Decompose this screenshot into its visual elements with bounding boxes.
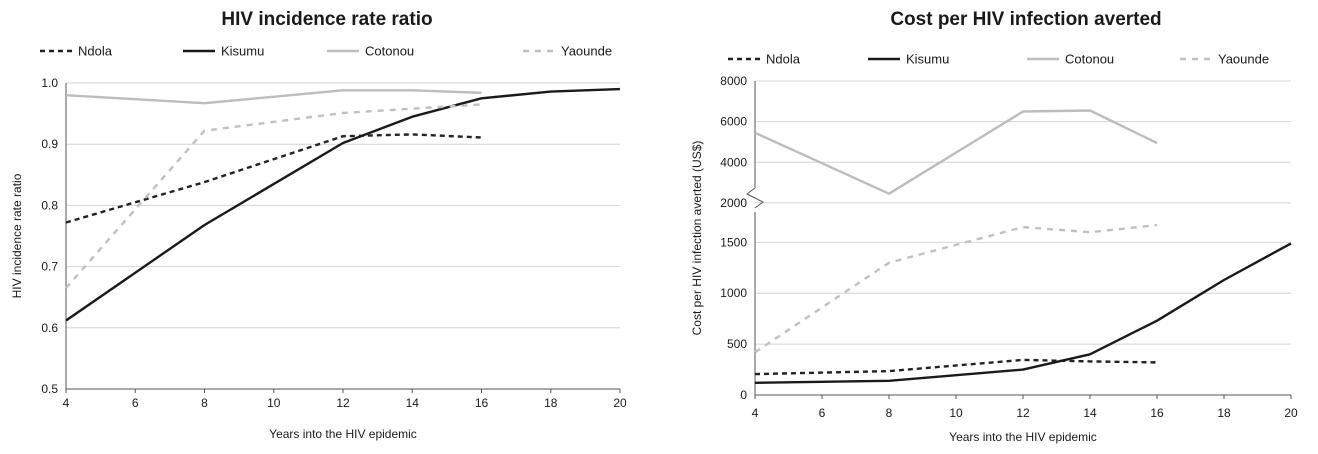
chart2-y-tick-upper: 8000 xyxy=(720,74,747,88)
chart1-x-tick: 20 xyxy=(613,396,627,410)
chart1-series-ndola xyxy=(65,133,482,224)
chart2-x-tick: 18 xyxy=(1217,406,1231,420)
chart1-legend-label-yaounde: Yaounde xyxy=(561,44,612,59)
chart2-x-tick: 4 xyxy=(752,406,759,420)
chart2-y-axis-label: Cost per HIV infection averted (US$) xyxy=(690,141,704,336)
chart2-x-tick: 10 xyxy=(949,406,963,420)
chart2-legend-label-ndola: Ndola xyxy=(766,52,801,67)
chart2-series-yaounde xyxy=(754,223,1158,354)
chart1-legend-label-cotonou: Cotonou xyxy=(365,44,414,59)
chart1-x-tick: 8 xyxy=(201,396,208,410)
chart2-y-tick-lower: 1000 xyxy=(720,286,747,300)
chart2-x-tick: 16 xyxy=(1150,406,1164,420)
chart2-y-tick-upper: 2000 xyxy=(720,196,747,210)
chart2-y-tick-upper: 6000 xyxy=(720,115,747,129)
chart2-title: Cost per HIV infection averted xyxy=(890,9,1161,30)
chart1-x-axis-label: Years into the HIV epidemic xyxy=(269,427,417,441)
chart1-y-tick: 1.0 xyxy=(41,76,58,90)
chart1-series-yaounde xyxy=(65,103,482,289)
chart2-legend-label-cotonou: Cotonou xyxy=(1065,52,1114,67)
chart2-x-tick: 14 xyxy=(1083,406,1097,420)
chart1-y-tick: 0.7 xyxy=(41,260,58,274)
chart1-series-kisumu xyxy=(65,87,621,322)
chart2-x-tick: 8 xyxy=(886,406,893,420)
chart2-y-tick-lower: 500 xyxy=(727,337,747,351)
chart2-x-tick: 6 xyxy=(819,406,826,420)
chart1-x-tick: 6 xyxy=(132,396,139,410)
chart1-y-tick: 0.8 xyxy=(41,198,58,212)
chart1-legend-label-kisumu: Kisumu xyxy=(221,44,264,59)
chart1-x-tick: 10 xyxy=(267,396,281,410)
chart2-y-tick-upper: 4000 xyxy=(720,155,747,169)
chart1-legend-label-ndola: Ndola xyxy=(78,44,113,59)
chart1-series-cotonou xyxy=(65,89,482,105)
chart1-title: HIV incidence rate ratio xyxy=(221,9,432,30)
chart2-series-cotonou xyxy=(754,109,1158,195)
chart1-x-tick: 14 xyxy=(406,396,420,410)
chart2-legend-label-kisumu: Kisumu xyxy=(906,52,949,67)
chart2-series-ndola xyxy=(754,358,1158,376)
chart2-legend-label-yaounde: Yaounde xyxy=(1218,52,1269,67)
chart1-x-tick: 18 xyxy=(544,396,558,410)
chart1-y-axis-label: HIV incidence rate ratio xyxy=(10,173,24,298)
chart1-x-tick: 12 xyxy=(336,396,350,410)
chart2-axis-break-mark xyxy=(746,187,764,209)
chart2-series-kisumu xyxy=(754,242,1292,384)
chart2-x-tick: 12 xyxy=(1016,406,1030,420)
chart1-y-tick: 0.5 xyxy=(41,382,58,396)
chart1-x-tick: 4 xyxy=(63,396,70,410)
chart2-y-tick-lower: 1500 xyxy=(720,235,747,249)
chart1-y-tick: 0.9 xyxy=(41,137,58,151)
chart2-y-tick-lower: 0 xyxy=(740,388,747,402)
chart2-x-axis-label: Years into the HIV epidemic xyxy=(949,430,1097,444)
chart1-y-tick: 0.6 xyxy=(41,321,58,335)
chart2-x-tick: 20 xyxy=(1284,406,1298,420)
chart1-x-tick: 16 xyxy=(475,396,489,410)
